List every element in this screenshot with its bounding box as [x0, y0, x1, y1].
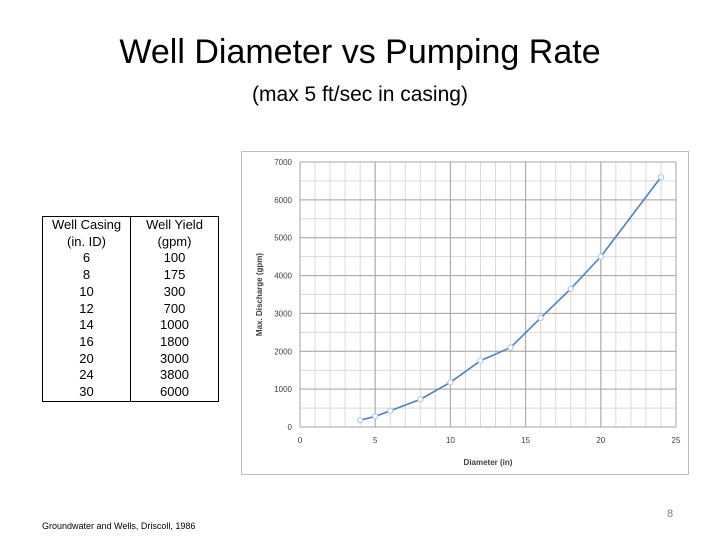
- table-row: 30 6000: [42, 384, 219, 402]
- citation: Groundwater and Wells, Driscoll, 1986: [42, 521, 196, 531]
- yield-cell: 1800: [130, 333, 219, 351]
- slide-title: Well Diameter vs Pumping Rate: [119, 33, 601, 71]
- casing-cell: 20: [42, 350, 131, 368]
- casing-cell: 12: [42, 300, 131, 318]
- page-number: 8: [667, 508, 674, 520]
- table-header-row: Well Casing Well Yield: [42, 215, 219, 234]
- table-header-row: (in. ID) (gpm): [42, 233, 219, 251]
- yield-cell: 1000: [130, 317, 219, 334]
- x-axis-title: Diameter (in): [464, 458, 513, 467]
- x-tick-label: 5: [373, 436, 378, 445]
- y-tick-label: 3000: [274, 309, 292, 318]
- data-point: [567, 285, 574, 292]
- header-yield: (gpm): [130, 233, 219, 251]
- x-tick-label: 0: [298, 436, 303, 445]
- yield-cell: 300: [130, 283, 219, 301]
- y-tick-label: 5000: [274, 234, 292, 243]
- header-casing: Well Casing: [42, 215, 131, 234]
- table-row: 24 3800: [42, 367, 219, 385]
- casing-cell: 6: [42, 250, 131, 268]
- table-row: 16 1800: [42, 333, 219, 351]
- data-point: [507, 344, 514, 351]
- subtitle-text: (max 5 ft/sec in casing): [252, 83, 468, 106]
- data-point: [417, 396, 424, 403]
- data-point: [372, 413, 379, 420]
- data-point: [387, 407, 394, 414]
- y-axis-title: Max. Discharge (gpm): [255, 253, 264, 336]
- x-tick-label: 25: [672, 436, 681, 445]
- yield-cell: 3000: [130, 350, 219, 368]
- casing-cell: 14: [42, 317, 131, 334]
- casing-cell: 24: [42, 367, 131, 385]
- well-yield-table: Well Casing Well Yield (in. ID) (gpm) 6 100 8 1…: [42, 215, 219, 402]
- data-point: [597, 253, 604, 260]
- yield-cell: 3800: [130, 367, 219, 385]
- data-point: [537, 314, 544, 322]
- yield-cell: 700: [130, 300, 219, 318]
- table-row: 12 700: [42, 300, 219, 318]
- table-row: 6 100: [42, 250, 219, 268]
- discharge-chart: 0 5 10 15 20 25 0 1000 2000 3000 4000 5000 6000 7000 D…: [255, 158, 681, 467]
- yield-cell: 100: [130, 250, 219, 268]
- yield-cell: 6000: [130, 384, 219, 402]
- data-point: [657, 174, 665, 181]
- header-casing: (in. ID): [42, 233, 131, 251]
- y-tick-label: 4000: [274, 272, 292, 281]
- y-tick-label: 7000: [274, 158, 292, 167]
- data-point: [477, 357, 484, 364]
- y-tick-label: 0: [288, 423, 293, 432]
- x-tick-label: 15: [521, 436, 530, 445]
- table-row: 10 300: [42, 283, 219, 301]
- casing-cell: 16: [42, 333, 131, 351]
- table-row: 14 1000: [42, 317, 219, 334]
- y-tick-label: 6000: [274, 196, 292, 205]
- table-row: 8 175: [42, 267, 219, 284]
- data-point: [447, 379, 454, 386]
- chart-frame: 0 5 10 15 20 25 0 1000 2000 3000 4000 5000 6000 7000 D…: [241, 151, 689, 475]
- data-point: [357, 417, 364, 424]
- x-tick-label: 20: [596, 436, 605, 445]
- header-yield: Well Yield: [130, 215, 219, 234]
- y-tick-label: 1000: [274, 385, 292, 394]
- table-row: 20 3000: [42, 350, 219, 368]
- casing-cell: 8: [42, 267, 131, 284]
- x-tick-label: 10: [446, 436, 455, 445]
- casing-cell: 30: [42, 384, 131, 402]
- casing-cell: 10: [42, 283, 131, 301]
- yield-cell: 175: [130, 267, 219, 284]
- y-tick-label: 2000: [274, 347, 292, 356]
- slide-subtitle: (max 5 ft/sec in casing): [0, 82, 720, 108]
